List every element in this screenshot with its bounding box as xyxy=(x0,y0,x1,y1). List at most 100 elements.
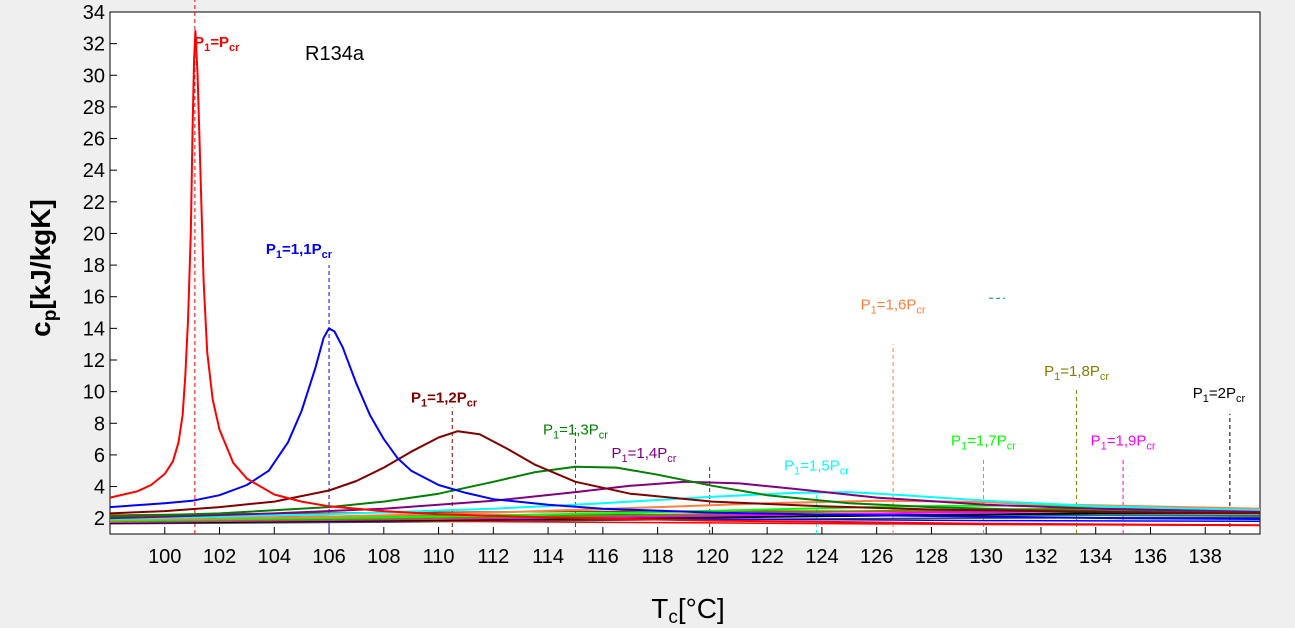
series-label-sub: 1 xyxy=(1054,371,1060,383)
y-tick-label: 6 xyxy=(94,445,105,467)
y-axis-title-main: c xyxy=(25,321,56,337)
x-tick-label: 134 xyxy=(1079,546,1112,568)
y-tick-label: 14 xyxy=(83,318,105,340)
series-labels: P1=PcrP1=1,1PcrP1=1,2PcrP1=1,3PcrP1=1,4P… xyxy=(194,34,1245,478)
series-curves xyxy=(110,30,1260,527)
x-tick-label: 106 xyxy=(312,546,345,568)
series-label-sub: 1 xyxy=(276,249,282,261)
series-label: P1=Pcr xyxy=(194,34,240,54)
series-label: P1=1,9Pcr xyxy=(1091,432,1156,452)
y-tick-label: 28 xyxy=(83,97,105,119)
series-label: P1=1,7Pcr xyxy=(951,432,1016,452)
x-tick-label: 126 xyxy=(860,546,893,568)
series-label-p: P xyxy=(611,445,621,462)
y-tick-label: 2 xyxy=(94,508,105,530)
series-label-eq: =1,7P xyxy=(967,432,1007,449)
series-label-cr: cr xyxy=(1007,440,1017,452)
series-label-sub: 1 xyxy=(794,466,800,478)
series-label: P1=1,2Pcr xyxy=(411,390,478,410)
series-label: P1=1,1Pcr xyxy=(266,241,333,261)
y-tick-label: 8 xyxy=(94,413,105,435)
x-axis-title-sub: c xyxy=(668,607,678,628)
y-tick-label: 24 xyxy=(83,160,105,182)
series-label-cr: cr xyxy=(322,249,333,261)
series-label-cr: cr xyxy=(1236,393,1246,405)
series-label-p: P xyxy=(266,241,276,258)
x-tick-label: 120 xyxy=(696,546,729,568)
series-label-sub: 1 xyxy=(553,429,559,441)
series-label-eq: =1,2P xyxy=(427,390,467,407)
series-label: P1=2Pcr xyxy=(1193,385,1246,405)
y-tick-label: 32 xyxy=(83,34,105,56)
series-label-p: P xyxy=(1044,363,1054,380)
series-label-sub: 1 xyxy=(204,42,210,54)
series-label-cr: cr xyxy=(667,453,677,465)
series-label-p: P xyxy=(861,296,871,313)
series-line xyxy=(110,465,1260,518)
series-label-sub: 1 xyxy=(1101,440,1107,452)
series-label-cr: cr xyxy=(1146,440,1156,452)
x-tick-label: 114 xyxy=(532,546,564,568)
series-line xyxy=(110,480,1260,520)
x-tick-label: 104 xyxy=(258,546,291,568)
x-axis-ticks: 100 102 104 106 108 110 112 114 116 118 120 122 124 1… xyxy=(148,527,1222,568)
y-axis-title-unit: [kJ/kgK] xyxy=(25,199,56,309)
series-label: P1=1,3Pcr xyxy=(543,421,608,441)
series-label: P1=1,6Pcr xyxy=(861,296,926,316)
series-label-p: P xyxy=(543,421,553,438)
y-tick-label: 4 xyxy=(94,477,105,499)
series-label: P1=1,4Pcr xyxy=(611,445,676,465)
series-label-sub: 1 xyxy=(871,304,877,316)
x-tick-label: 110 xyxy=(423,546,455,568)
series-label-cr: cr xyxy=(840,466,850,478)
series-label-cr: cr xyxy=(229,42,240,54)
x-tick-label: 130 xyxy=(970,546,1003,568)
series-label-sub: 1 xyxy=(961,440,967,452)
y-tick-label: 20 xyxy=(83,223,105,245)
series-label-eq: =P xyxy=(210,34,229,51)
x-tick-label: 132 xyxy=(1024,546,1057,568)
x-tick-label: 124 xyxy=(805,546,838,568)
x-tick-label: 108 xyxy=(367,546,400,568)
series-label-eq: =1,6P xyxy=(877,296,917,313)
y-tick-label: 22 xyxy=(83,192,105,214)
y-axis-title: cp[kJ/kgK] xyxy=(25,199,61,337)
series-label-eq: =1,4P xyxy=(628,445,668,462)
x-tick-label: 128 xyxy=(915,546,948,568)
y-tick-label: 30 xyxy=(83,65,105,87)
series-label-eq: =1,5P xyxy=(800,458,840,475)
series-line xyxy=(110,30,1260,527)
series-label-cr: cr xyxy=(599,429,609,441)
y-tick-label: 18 xyxy=(83,255,105,277)
series-label-p: P xyxy=(194,34,204,51)
series-label-p: P xyxy=(1091,432,1101,449)
x-tick-label: 112 xyxy=(477,546,509,568)
series-label: P1=1,5Pcr xyxy=(784,458,849,478)
series-label-sub: 1 xyxy=(421,398,427,410)
x-axis-title: Tc[°C] xyxy=(651,593,725,628)
series-label-p: P xyxy=(951,432,961,449)
x-tick-label: 118 xyxy=(642,546,674,568)
y-tick-label: 34 xyxy=(83,2,105,24)
series-label-eq: =2P xyxy=(1209,385,1236,402)
x-tick-label: 122 xyxy=(750,546,783,568)
series-label-p: P xyxy=(1193,385,1203,402)
series-label-p: P xyxy=(784,458,794,475)
series-label-eq: =1,8P xyxy=(1060,363,1100,380)
y-tick-label: 12 xyxy=(83,350,105,372)
series-label-eq: =1,3P xyxy=(559,421,599,438)
y-axis-title-sub: p xyxy=(40,310,61,322)
x-tick-label: 116 xyxy=(587,546,619,568)
y-tick-label: 10 xyxy=(83,382,105,404)
series-label-eq: =1,1P xyxy=(282,241,322,258)
series-label-sub: 1 xyxy=(1203,393,1209,405)
y-tick-label: 26 xyxy=(83,129,105,151)
x-axis-title-unit: [°C] xyxy=(678,593,725,624)
series-label-cr: cr xyxy=(1100,371,1110,383)
series-label-cr: cr xyxy=(467,398,478,410)
series-label: P1=1,8Pcr xyxy=(1044,363,1109,383)
chart-title: R134a xyxy=(305,43,365,65)
series-label-p: P xyxy=(411,390,421,407)
x-tick-label: 136 xyxy=(1134,546,1167,568)
